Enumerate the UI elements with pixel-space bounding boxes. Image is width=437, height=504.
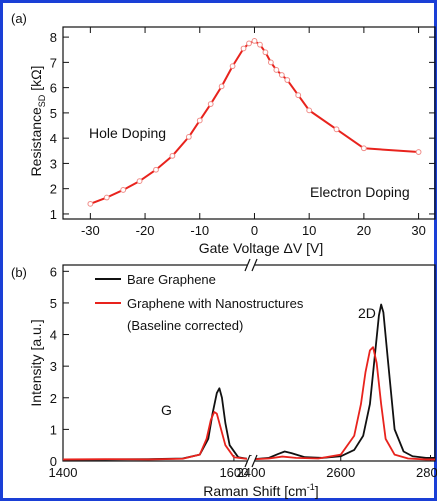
panel-a-point: [306, 107, 313, 114]
panel-a-point: [246, 40, 252, 47]
panel-a-xtick-label: 10: [302, 223, 316, 238]
panel-a-ytick-label: 5: [50, 106, 57, 121]
panel-a-point: [196, 117, 203, 124]
panel-a-point: [153, 166, 159, 173]
panel-a-point: [360, 145, 367, 152]
panel-b-ylabel: Intensity [a.u.]: [28, 319, 44, 406]
panel-a-xtick-label: -20: [136, 223, 155, 238]
panel-a-point: [267, 59, 274, 66]
peak-label-2d: 2D: [358, 305, 376, 321]
panel-b-ytick-label: 5: [50, 296, 57, 311]
nanostructure-line: [250, 346, 435, 461]
legend-note: (Baseline corrected): [127, 318, 243, 333]
axis-break-slash: [251, 454, 258, 468]
panel-b-series: [62, 303, 435, 461]
panel-b-xtick-label: 1400: [49, 465, 78, 480]
panel-a-xtick-label: -30: [81, 223, 100, 238]
axis-break-gap: [247, 456, 255, 466]
panel-a-ytick-label: 4: [50, 131, 57, 146]
panel-b-xtick-label: 2600: [326, 465, 355, 480]
panel-a-point: [169, 152, 176, 159]
axis-break-slash: [244, 454, 251, 468]
legend-label-nano: Graphene with Nanostructures: [127, 296, 304, 311]
panel-a-point: [136, 178, 143, 185]
panel-a-point: [218, 83, 225, 90]
panel-a-ytick-label: 1: [50, 207, 57, 222]
panel-a-xtick-label: -10: [190, 223, 209, 238]
panel-a-point: [262, 49, 269, 56]
panel-b-frame: [62, 264, 436, 462]
panel-a-series: [87, 37, 422, 207]
axis-break-gap: [247, 260, 255, 270]
axis-break-slash: [244, 258, 251, 272]
panel-b-ytick-label: 0: [50, 454, 57, 469]
axis-break-slash: [251, 258, 258, 272]
panel-a-ytick-label: 2: [50, 182, 57, 197]
panel-a-ylabel-unit: [kΩ]: [28, 66, 44, 95]
panel-a-point: [295, 92, 302, 99]
panel-b-xlabel: Raman Shift [cm-1]: [203, 482, 318, 499]
panel-a-ytick-label: 8: [50, 30, 57, 45]
panel-b-xlabel-end: ]: [315, 483, 319, 499]
panel-a-point: [273, 67, 280, 73]
panel-a-point: [284, 77, 291, 83]
panel-a-ylabel: ResistanceSD [kΩ]: [28, 66, 47, 177]
panel-a-point: [240, 45, 247, 52]
panel-a-point: [278, 72, 285, 78]
panel-a-point: [103, 194, 110, 201]
panel-b-ytick-label: 3: [50, 359, 57, 374]
panel-b-label: (b): [11, 265, 27, 280]
panel-b-xlabel-main: Raman Shift [cm: [203, 483, 306, 499]
nanostructure-line: [62, 411, 252, 461]
panel-a-point: [185, 133, 192, 140]
panel-a-point: [251, 37, 258, 44]
panel-a-frame: [62, 26, 436, 220]
axis-break-marks: [244, 258, 258, 468]
panel-a-ticks: -30 -20 -10 0 10 20 30 1 2 3 4 5 6 7 8: [50, 27, 435, 238]
panel-b-ytick-label: 1: [50, 422, 57, 437]
panel-a-xtick-label: 20: [357, 223, 371, 238]
panel-a-xlabel: Gate Voltage ΔV [V]: [199, 240, 324, 256]
panel-a: (a) -30 -20 -10 0 10 20 30 1 2 3 4 5 6 7 8 Hole Doping…: [11, 11, 436, 256]
panel-a-xtick-label: 0: [251, 223, 258, 238]
panel-b-ytick-label: 4: [50, 328, 57, 343]
panel-a-point: [207, 101, 214, 107]
panel-a-label: (a): [11, 11, 27, 26]
panel-a-ylabel-main: Resistance: [28, 107, 44, 176]
legend-label-bare: Bare Graphene: [127, 272, 216, 287]
legend: Bare Graphene Graphene with Nanostructur…: [95, 272, 304, 333]
panel-a-point: [229, 63, 236, 70]
bare-graphene-line: [63, 387, 252, 461]
electron-doping-label: Electron Doping: [310, 184, 410, 200]
panel-a-point: [333, 126, 340, 133]
panel-b-xtick-label: 1600: [219, 465, 248, 480]
hole-doping-label: Hole Doping: [89, 125, 166, 141]
panel-a-ytick-label: 6: [50, 81, 57, 96]
bare-graphene-line: [250, 303, 435, 461]
panel-a-ytick-label: 7: [50, 55, 57, 70]
panel-a-ytick-label: 3: [50, 156, 57, 171]
panel-a-point: [87, 200, 94, 207]
panel-a-point: [415, 149, 422, 155]
panel-a-point: [120, 187, 127, 193]
peak-label-g: G: [161, 402, 172, 418]
panel-b-xtick-label: 2400: [237, 465, 266, 480]
panel-b-ytick-label: 2: [50, 391, 57, 406]
panel-a-ylabel-sub: SD: [37, 94, 47, 107]
panel-b-ytick-label: 6: [50, 264, 57, 279]
panel-a-point: [257, 41, 263, 48]
panel-a-xtick-label: 30: [411, 223, 425, 238]
panel-b-xlabel-sup: -1: [307, 482, 315, 492]
